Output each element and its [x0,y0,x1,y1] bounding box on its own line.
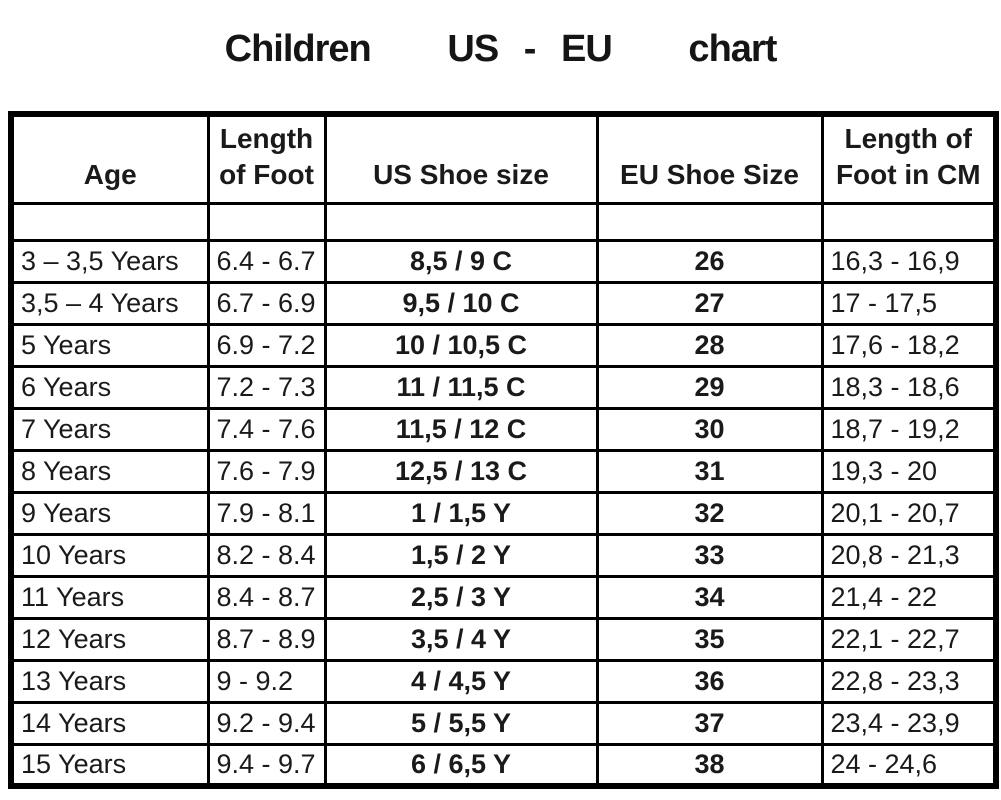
table-cell: 8.7 - 8.9 [206,616,327,662]
table-cell: 13 Years [9,658,210,704]
table-header-row: Age Length of Foot US Shoe size EU Shoe Siz… [9,112,998,205]
table-cell: 23,4 - 23,9 [820,700,998,746]
shoe-size-table: Age Length of Foot US Shoe size EU Shoe Siz… [8,111,999,790]
table-row: 3 – 3,5 Years 6.4 - 6.7 8,5 / 9 C 26 16,3 - … [9,238,998,284]
table-cell: 33 [595,532,824,578]
spacer-cell [206,201,327,242]
table-cell: 8.2 - 8.4 [206,532,327,578]
table-cell: 9.2 - 9.4 [206,700,327,746]
spacer-cell [9,201,210,242]
spacer-cell [595,201,824,242]
column-header: Length of Foot in CM [820,112,998,205]
table-cell: 6 Years [9,364,210,410]
table-cell: 4 / 4,5 Y [323,658,599,704]
table-row: 9 Years 7.9 - 8.1 1 / 1,5 Y 32 20,1 - 20,7 [9,490,998,536]
table-row: 8 Years 7.6 - 7.9 12,5 / 13 C 31 19,3 - 20 [9,448,998,494]
table-cell: 32 [595,490,824,536]
table-header: Age Length of Foot US Shoe size EU Shoe Siz… [9,112,998,205]
table-cell: 2,5 / 3 Y [323,574,599,620]
table-cell: 6.9 - 7.2 [206,322,327,368]
table-cell: 1,5 / 2 Y [323,532,599,578]
table-cell: 9 - 9.2 [206,658,327,704]
table-cell: 9,5 / 10 C [323,280,599,326]
table-cell: 34 [595,574,824,620]
table-cell: 26 [595,238,824,284]
table-row: 11 Years 8.4 - 8.7 2,5 / 3 Y 34 21,4 - 22 [9,574,998,620]
table-cell: 36 [595,658,824,704]
table-cell: 22,8 - 23,3 [820,658,998,704]
column-header: US Shoe size [323,112,599,205]
table-cell: 15 Years [9,742,210,788]
table-cell: 29 [595,364,824,410]
table-body: 3 – 3,5 Years 6.4 - 6.7 8,5 / 9 C 26 16,3 - … [9,201,998,788]
table-row: 3,5 – 4 Years 6.7 - 6.9 9,5 / 10 C 27 17 - 1… [9,280,998,326]
table-cell: 3 – 3,5 Years [9,238,210,284]
table-cell: 17 - 17,5 [820,280,998,326]
table-cell: 9.4 - 9.7 [206,742,327,788]
table-cell: 8 Years [9,448,210,494]
table-cell: 6.4 - 6.7 [206,238,327,284]
table-row: 12 Years 8.7 - 8.9 3,5 / 4 Y 35 22,1 - 22,7 [9,616,998,662]
table-cell: 6.7 - 6.9 [206,280,327,326]
table-row: 5 Years 6.9 - 7.2 10 / 10,5 C 28 17,6 - 18,2 [9,322,998,368]
table-row: 7 Years 7.4 - 7.6 11,5 / 12 C 30 18,7 - 19,2 [9,406,998,452]
column-header: EU Shoe Size [595,112,824,205]
table-cell: 22,1 - 22,7 [820,616,998,662]
table-cell: 7 Years [9,406,210,452]
table-cell: 20,8 - 21,3 [820,532,998,578]
table-cell: 9 Years [9,490,210,536]
table-cell: 19,3 - 20 [820,448,998,494]
table-cell: 20,1 - 20,7 [820,490,998,536]
spacer-row [9,201,998,242]
table-cell: 8.4 - 8.7 [206,574,327,620]
table-cell: 38 [595,742,824,788]
table-cell: 3,5 / 4 Y [323,616,599,662]
table-cell: 37 [595,700,824,746]
table-cell: 16,3 - 16,9 [820,238,998,284]
table-cell: 28 [595,322,824,368]
spacer-cell [820,201,998,242]
table-cell: 7.2 - 7.3 [206,364,327,410]
table-cell: 11,5 / 12 C [323,406,599,452]
table-cell: 8,5 / 9 C [323,238,599,284]
table-cell: 11 Years [9,574,210,620]
page-title: Children US - EU chart [224,28,778,70]
table-cell: 5 / 5,5 Y [323,700,599,746]
table-row: 15 Years 9.4 - 9.7 6 / 6,5 Y 38 24 - 24,6 [9,742,998,788]
table-cell: 6 / 6,5 Y [323,742,599,788]
table-cell: 31 [595,448,824,494]
table-row: 14 Years 9.2 - 9.4 5 / 5,5 Y 37 23,4 - 23,9 [9,700,998,746]
table-cell: 18,7 - 19,2 [820,406,998,452]
table-cell: 7.4 - 7.6 [206,406,327,452]
table-cell: 12,5 / 13 C [323,448,599,494]
table-cell: 18,3 - 18,6 [820,364,998,410]
column-header: Length of Foot [206,112,327,205]
table-cell: 21,4 - 22 [820,574,998,620]
table-cell: 5 Years [9,322,210,368]
table-cell: 1 / 1,5 Y [323,490,599,536]
table-cell: 14 Years [9,700,210,746]
table-row: 6 Years 7.2 - 7.3 11 / 11,5 C 29 18,3 - 18,6 [9,364,998,410]
table-cell: 3,5 – 4 Years [9,280,210,326]
table-row: 13 Years 9 - 9.2 4 / 4,5 Y 36 22,8 - 23,3 [9,658,998,704]
table-row: 10 Years 8.2 - 8.4 1,5 / 2 Y 33 20,8 - 21,3 [9,532,998,578]
table-cell: 7.6 - 7.9 [206,448,327,494]
table-cell: 11 / 11,5 C [323,364,599,410]
table-cell: 12 Years [9,616,210,662]
column-header: Age [9,112,210,205]
table-cell: 27 [595,280,824,326]
table-cell: 7.9 - 8.1 [206,490,327,536]
table-cell: 35 [595,616,824,662]
table-cell: 17,6 - 18,2 [820,322,998,368]
table-cell: 24 - 24,6 [820,742,998,788]
table-cell: 10 / 10,5 C [323,322,599,368]
table-cell: 10 Years [9,532,210,578]
table-cell: 30 [595,406,824,452]
spacer-cell [323,201,599,242]
